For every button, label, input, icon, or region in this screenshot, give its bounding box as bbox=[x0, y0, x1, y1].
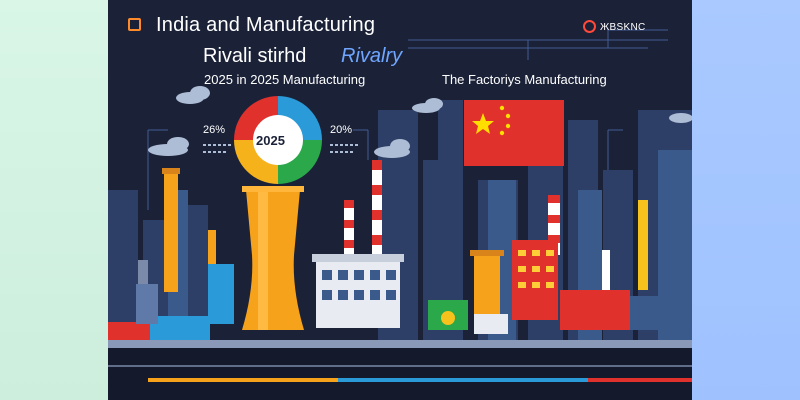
left-gradient-margin bbox=[0, 0, 108, 400]
brand-text: ЖBSKNC bbox=[600, 22, 646, 33]
stat-left-percent: 26% bbox=[203, 124, 226, 136]
clouds bbox=[148, 86, 692, 158]
india-factory bbox=[312, 254, 404, 328]
ground bbox=[108, 340, 692, 400]
donut-chart bbox=[234, 96, 322, 184]
donut-year-label: 2025 bbox=[256, 133, 285, 148]
subtitle-right: The Factoriys Manufacturing bbox=[442, 72, 607, 87]
poster: India and Manufacturing Rivali stirhd Ri… bbox=[108, 0, 692, 400]
title-accent: Rivalry bbox=[341, 45, 403, 67]
china-flag bbox=[464, 100, 564, 166]
subtitle-left: 2025 in 2025 Manufacturing bbox=[204, 72, 366, 87]
right-gradient-margin bbox=[692, 0, 800, 400]
india-cooling-tower bbox=[242, 186, 304, 330]
title-line-2: Rivali stirhd bbox=[203, 45, 307, 67]
stat-dashes bbox=[203, 144, 360, 153]
logo-icon bbox=[128, 18, 141, 31]
brand-icon bbox=[583, 20, 596, 33]
china-factory bbox=[470, 240, 692, 330]
skyline-illustration bbox=[108, 29, 692, 400]
title-line-1: India and Manufacturing bbox=[156, 14, 376, 36]
foreground-buildings bbox=[108, 264, 508, 342]
stat-right-percent: 20% bbox=[330, 124, 353, 136]
